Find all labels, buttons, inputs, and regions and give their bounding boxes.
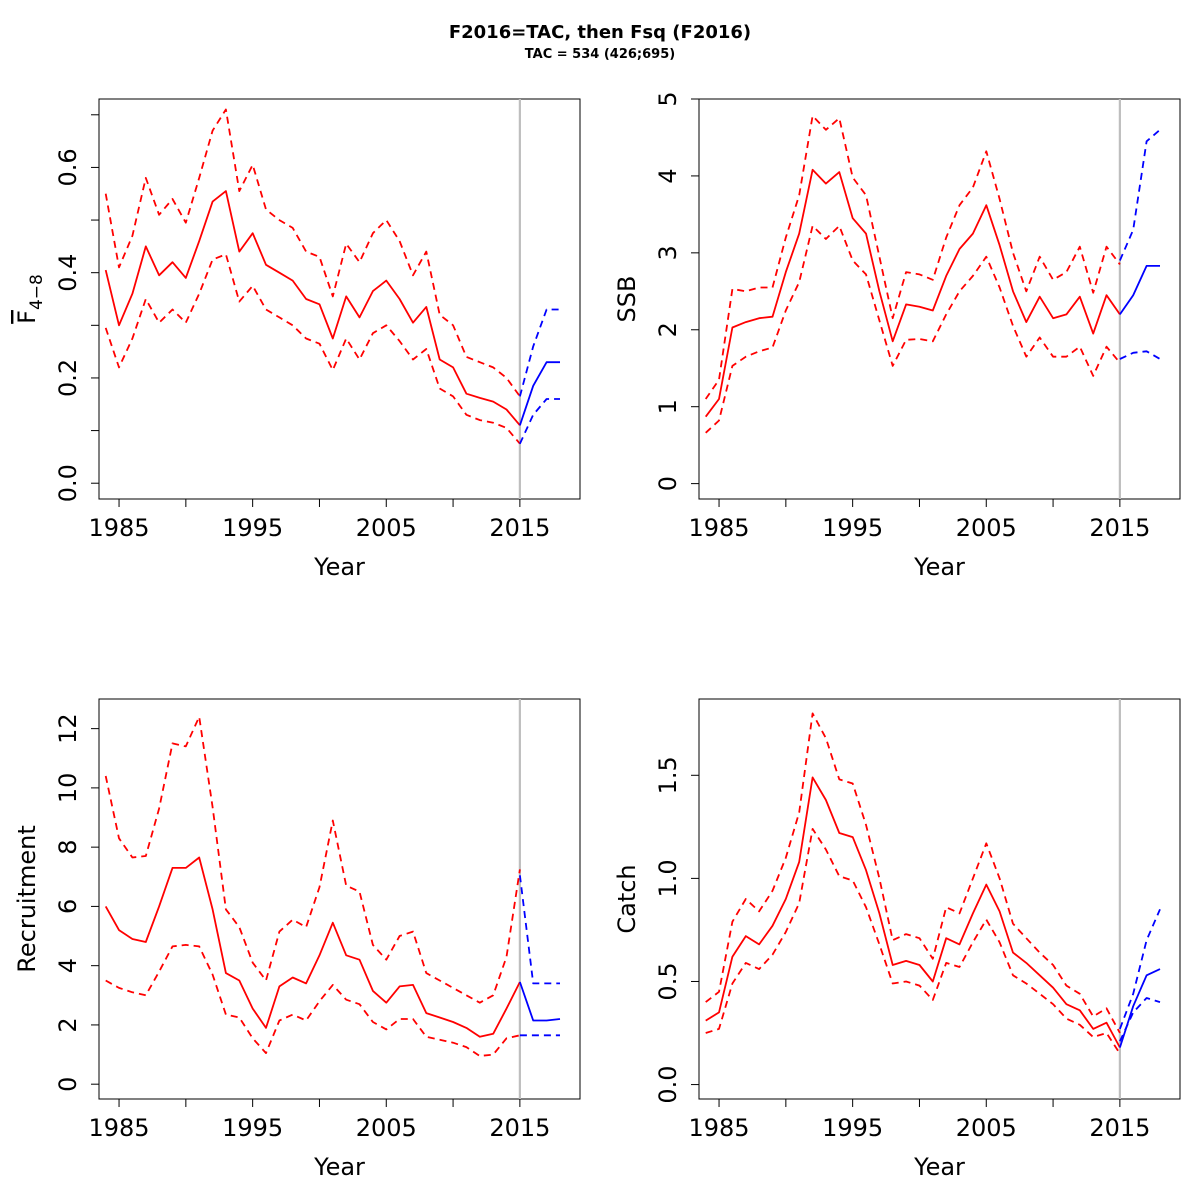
x-tick-label: 1995 bbox=[222, 514, 283, 542]
series-lower bbox=[105, 944, 521, 1057]
y-tick-label: 10 bbox=[54, 773, 82, 804]
y-axis-label: F4−8 bbox=[13, 274, 47, 324]
plot-frame bbox=[98, 98, 581, 500]
y-tick-label: 6 bbox=[54, 899, 82, 914]
y-tick-label: 1.5 bbox=[654, 756, 682, 794]
x-axis-label: Year bbox=[913, 1153, 965, 1181]
x-tick-label: 2005 bbox=[356, 1114, 417, 1142]
x-tick-label: 2005 bbox=[956, 1114, 1017, 1142]
x-tick-label: 2015 bbox=[489, 1114, 550, 1142]
y-tick-label: 5 bbox=[654, 91, 682, 106]
figure-subtitle: TAC = 534 (426;695) bbox=[524, 47, 676, 62]
x-axis-label: Year bbox=[913, 553, 965, 581]
series-projection-lower bbox=[1119, 997, 1161, 1042]
series-projection-lower bbox=[1119, 350, 1161, 360]
x-tick-label: 1985 bbox=[89, 514, 150, 542]
y-axis-label: Recruitment bbox=[13, 825, 41, 972]
y-axis-label-subscript: 4−8 bbox=[27, 274, 47, 310]
panel-recruitment: 1985 1995 2005 2015 0 2 4 6 8 10 12 Year Recruitment bbox=[13, 698, 581, 1181]
series-upper bbox=[104, 108, 521, 397]
x-tick-label: 2015 bbox=[1089, 514, 1150, 542]
series-upper bbox=[104, 715, 521, 1004]
plot-frame bbox=[98, 698, 581, 1100]
series-projection-upper bbox=[519, 875, 560, 985]
figure-title: F2016=TAC, then Fsq (F2016) bbox=[448, 22, 752, 43]
y-axis-label-main: F bbox=[13, 310, 41, 324]
series-projection-upper bbox=[519, 308, 560, 397]
x-tick-label: 2015 bbox=[489, 514, 550, 542]
y-tick-label: 2 bbox=[54, 1017, 82, 1032]
y-tick-label: 2 bbox=[654, 322, 682, 337]
series-projection-upper bbox=[1119, 129, 1161, 261]
y-tick-label: 4 bbox=[54, 958, 82, 973]
x-tick-label: 1995 bbox=[822, 514, 883, 542]
y-tick-label: 0.4 bbox=[54, 254, 82, 292]
y-tick-label: 0.5 bbox=[654, 962, 682, 1000]
series-projection bbox=[519, 361, 560, 426]
y-tick-label: 8 bbox=[54, 840, 82, 855]
series-projection-upper bbox=[1119, 908, 1161, 1030]
x-tick-label: 1985 bbox=[689, 1114, 750, 1142]
plot-frame bbox=[698, 98, 1181, 500]
y-tick-label: 0.0 bbox=[54, 464, 82, 502]
y-tick-label: 0.0 bbox=[654, 1065, 682, 1103]
y-tick-label: 1 bbox=[654, 399, 682, 414]
panel-f: 1985 1995 2005 2015 0.0 0.2 0.4 0.6 Year F4−8 bbox=[13, 98, 581, 581]
panel-catch: 1985 1995 2005 2015 0.0 0.5 1.0 1.5 Year Catch bbox=[613, 698, 1181, 1181]
x-tick-label: 1995 bbox=[222, 1114, 283, 1142]
series-projection bbox=[1119, 264, 1160, 315]
y-tick-label: 1.0 bbox=[654, 859, 682, 897]
x-tick-label: 2005 bbox=[356, 514, 417, 542]
y-tick-label: 3 bbox=[654, 245, 682, 260]
series-estimate bbox=[104, 190, 521, 426]
series-estimate bbox=[705, 776, 1121, 1048]
series-projection bbox=[519, 981, 561, 1022]
y-axis-label: SSB bbox=[613, 276, 641, 323]
x-tick-label: 2015 bbox=[1089, 1114, 1150, 1142]
series-estimate bbox=[104, 856, 521, 1038]
series-lower bbox=[705, 828, 1121, 1055]
y-tick-label: 12 bbox=[54, 713, 82, 744]
plot-frame bbox=[698, 698, 1181, 1100]
series-lower bbox=[104, 253, 521, 445]
series-upper bbox=[705, 712, 1121, 1034]
x-tick-label: 1985 bbox=[89, 1114, 150, 1142]
series-lower bbox=[705, 224, 1121, 434]
y-tick-label: 0.2 bbox=[54, 359, 82, 397]
y-tick-label: 0.6 bbox=[54, 148, 82, 186]
x-tick-label: 2005 bbox=[956, 514, 1017, 542]
y-axis-label: Catch bbox=[613, 864, 641, 933]
series-projection-lower bbox=[519, 398, 560, 445]
series-upper bbox=[704, 115, 1121, 400]
series-estimate bbox=[704, 168, 1121, 418]
y-tick-label: 4 bbox=[654, 168, 682, 183]
y-tick-label: 0 bbox=[654, 476, 682, 491]
x-axis-label: Year bbox=[313, 553, 365, 581]
x-tick-label: 1995 bbox=[822, 1114, 883, 1142]
panel-ssb: 1985 1995 2005 2015 0 1 2 3 4 5 Year SSB bbox=[613, 91, 1181, 581]
y-tick-label: 0 bbox=[54, 1077, 82, 1092]
series-projection bbox=[1119, 968, 1161, 1048]
x-axis-label: Year bbox=[313, 1153, 365, 1181]
x-tick-label: 1985 bbox=[689, 514, 750, 542]
